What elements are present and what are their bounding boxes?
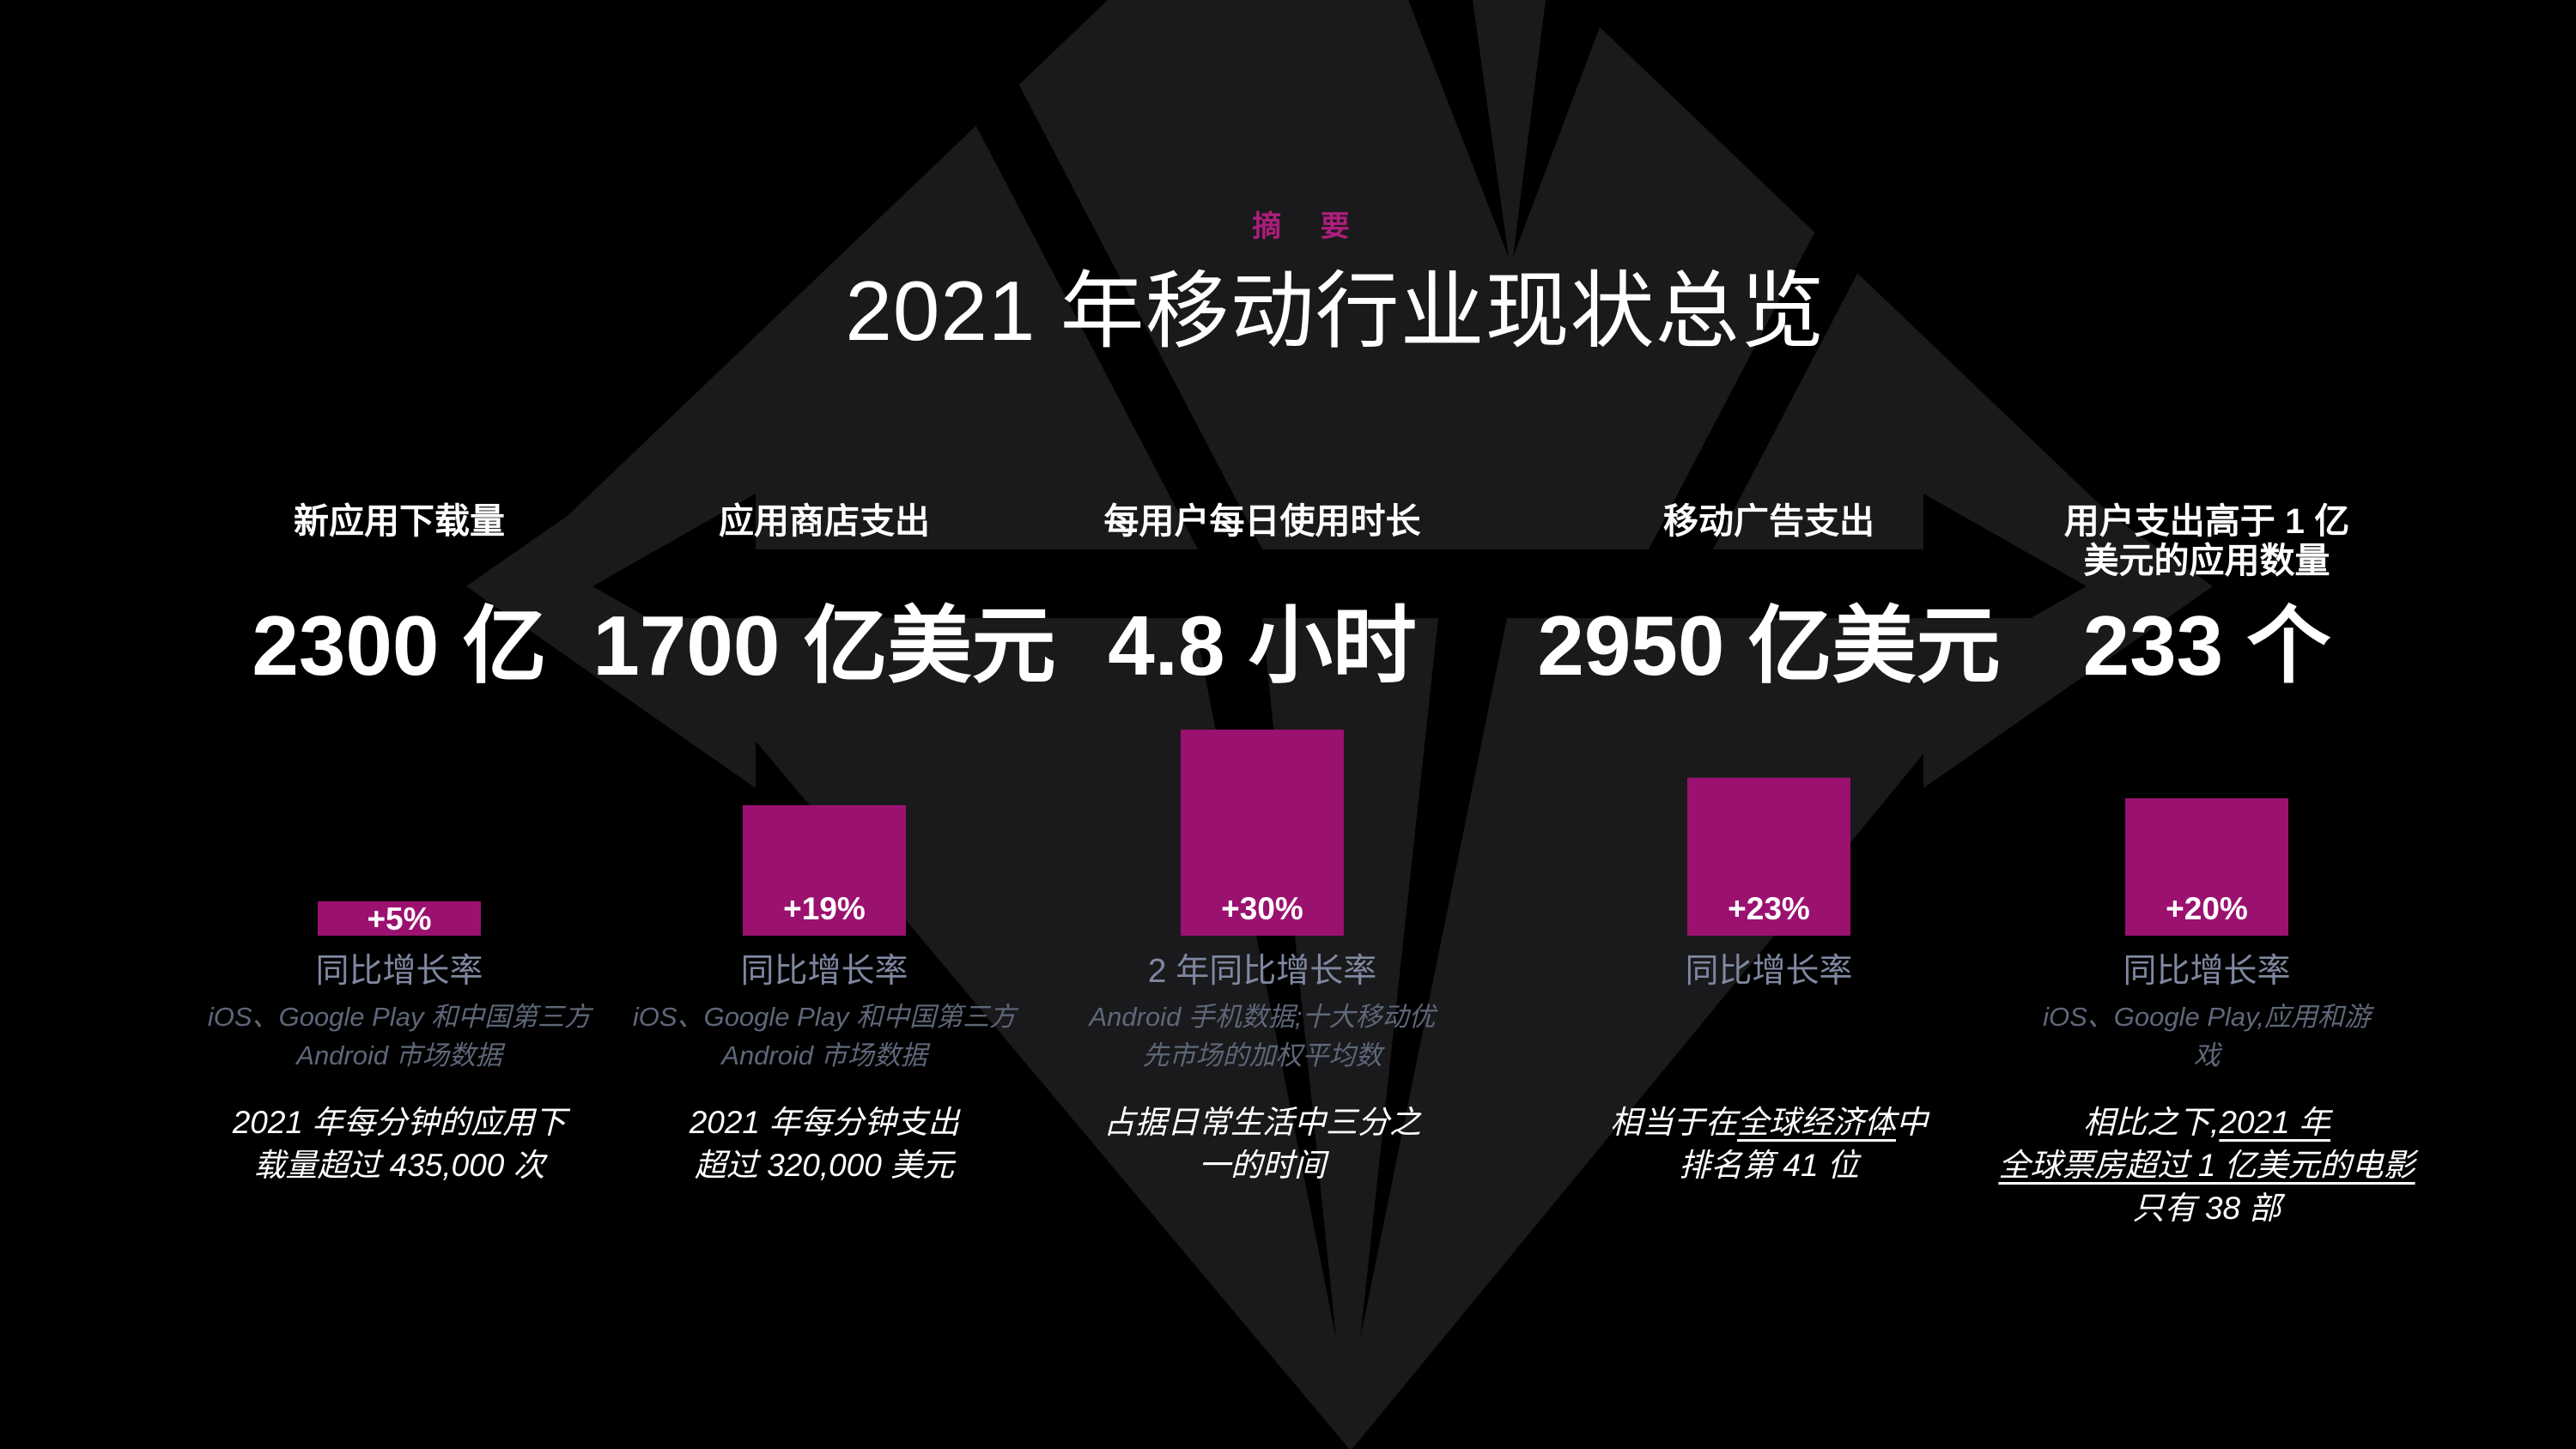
growth-bar-label: +30% bbox=[1221, 891, 1303, 926]
growth-caption: 2 年同比增长率 bbox=[1147, 953, 1377, 990]
stat-value: 2950 亿美元 bbox=[1537, 598, 2001, 693]
growth-caption: 同比增长率 bbox=[740, 953, 908, 990]
stat-column: 新应用下载量 2300 亿 +5% 同比增长率 iOS、Google Play 和中国第… bbox=[185, 501, 614, 1258]
growth-bar-zone: +20% bbox=[1992, 717, 2421, 936]
growth-bar-label: +20% bbox=[2166, 891, 2248, 926]
growth-bar-label: +5% bbox=[367, 901, 432, 937]
stat-column: 用户支出高于 1 亿 美元的应用数量 233 个 +20% 同比增长率 iOS、Goog… bbox=[1992, 501, 2421, 1258]
context-note-text: 占据日常生活中三分之 一的时间 bbox=[1103, 1105, 1421, 1183]
context-note-text: 只有 38 部 bbox=[2132, 1190, 2281, 1226]
growth-bar-zone: +30% bbox=[1048, 717, 1477, 936]
growth-caption: 同比增长率 bbox=[1685, 953, 1853, 990]
gem-facet-gap bbox=[1408, 0, 1509, 258]
stat-column: 应用商店支出 1700 亿美元 +19% 同比增长率 iOS、Google Play 和… bbox=[592, 501, 1055, 1258]
growth-bar: +5% bbox=[318, 901, 481, 937]
page-title: 2021 年移动行业现状总览 bbox=[845, 264, 1826, 358]
context-note-text: 相比之下, bbox=[2083, 1105, 2220, 1140]
source-note: iOS、Google Play 和中国第三方 Android 市场数据 bbox=[207, 1002, 592, 1070]
context-note: 相当于在全球经济体中 排名第 41 位 bbox=[1511, 1101, 2026, 1187]
gem-facet-gap bbox=[1513, 0, 1610, 258]
section-kicker: 摘 要 bbox=[1252, 210, 1365, 243]
stat-title: 新应用下载量 bbox=[294, 501, 505, 541]
stat-value: 233 个 bbox=[2082, 598, 2331, 693]
stat-title: 每用户每日使用时长 bbox=[1103, 501, 1421, 541]
growth-bar: +23% bbox=[1687, 778, 1850, 936]
stat-title: 用户支出高于 1 亿 美元的应用数量 bbox=[2063, 501, 2350, 580]
growth-bar-label: +19% bbox=[783, 891, 866, 926]
stat-title: 应用商店支出 bbox=[719, 501, 930, 541]
context-note-text: 相当于在 bbox=[1610, 1105, 1737, 1140]
context-note: 相比之下,2021 年 全球票房超过 1 亿美元的电影 只有 38 部 bbox=[1949, 1101, 2464, 1230]
growth-caption: 同比增长率 bbox=[315, 953, 483, 990]
gem-facet-gap bbox=[1360, 618, 1507, 1339]
growth-bar-zone: +19% bbox=[610, 717, 1039, 936]
growth-bar: +30% bbox=[1181, 730, 1344, 936]
context-note: 占据日常生活中三分之 一的时间 bbox=[1005, 1101, 1520, 1187]
stat-value: 2300 亿 bbox=[252, 598, 547, 693]
growth-caption: 同比增长率 bbox=[2123, 953, 2291, 990]
stat-column: 移动广告支出 2950 亿美元 +23% 同比增长率相当于在全球经济体中 排名第 41… bbox=[1537, 501, 2000, 1258]
context-note-text: 中 排名第 41 位 bbox=[1679, 1105, 1928, 1183]
stat-value: 4.8 小时 bbox=[1108, 598, 1417, 693]
stat-title: 移动广告支出 bbox=[1663, 501, 1874, 541]
context-note-text: 2021 年每分钟的应用下 载量超过 435,000 次 bbox=[232, 1105, 567, 1183]
context-note-text: 2021 年每分钟支出 超过 320,000 美元 bbox=[689, 1105, 960, 1183]
stat-column: 每用户每日使用时长 4.8 小时 +30% 2 年同比增长率 Android 手机数据;… bbox=[1048, 501, 1477, 1258]
growth-bar-zone: +5% bbox=[185, 717, 614, 937]
context-note: 2021 年每分钟的应用下 载量超过 435,000 次 bbox=[142, 1101, 657, 1187]
growth-bar-label: +23% bbox=[1728, 891, 1810, 926]
gem-facet-gap bbox=[910, 0, 1262, 549]
growth-bar: +19% bbox=[743, 805, 906, 936]
growth-bar-zone: +23% bbox=[1554, 717, 1984, 936]
source-note: iOS、Google Play,应用和游 戏 bbox=[2043, 1002, 2371, 1070]
context-note-underlined: 2021 年 全球票房超过 1 亿美元的电影 bbox=[1998, 1105, 2415, 1183]
source-note: Android 手机数据;十大移动优 先市场的加权平均数 bbox=[1089, 1002, 1436, 1070]
context-note-underlined: 全球经济体 bbox=[1737, 1105, 1896, 1140]
context-note: 2021 年每分钟支出 超过 320,000 美元 bbox=[567, 1101, 1082, 1187]
stat-value: 1700 亿美元 bbox=[592, 598, 1056, 693]
growth-bar: +20% bbox=[2125, 798, 2288, 936]
gem-facet-gap bbox=[1649, 0, 2001, 549]
source-note: iOS、Google Play 和中国第三方 Android 市场数据 bbox=[632, 1002, 1017, 1070]
